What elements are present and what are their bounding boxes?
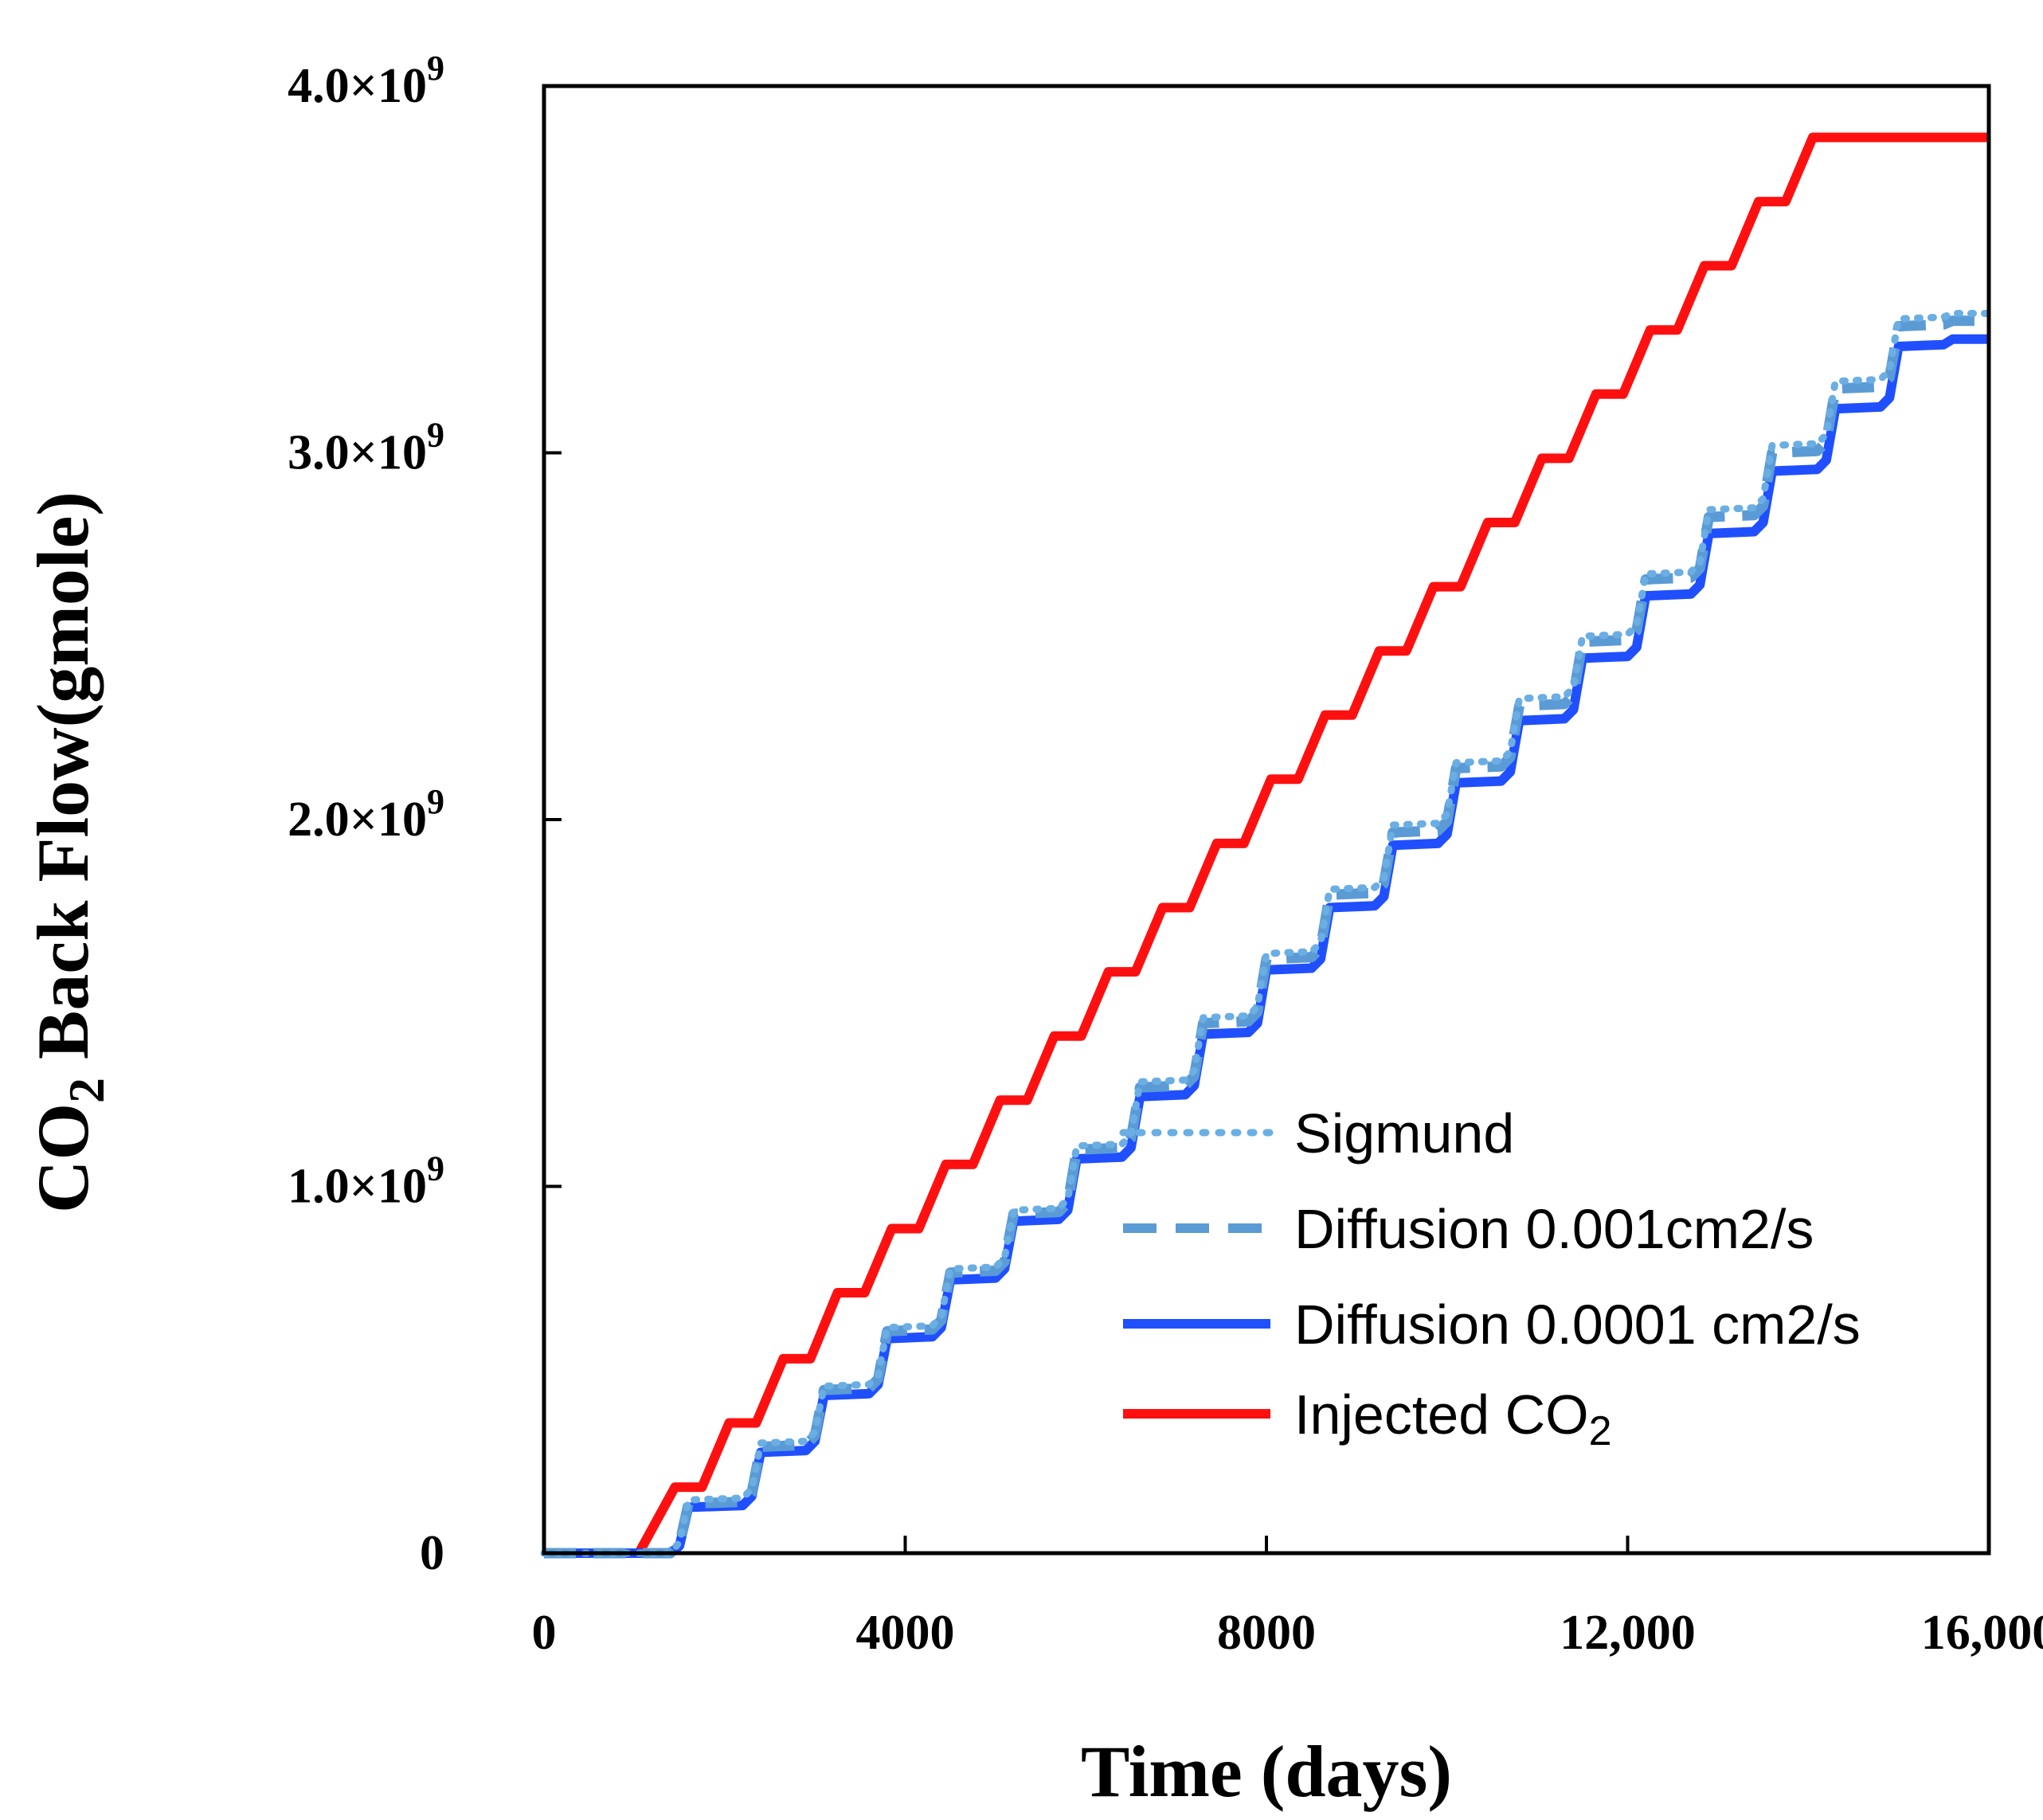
x-tick-label: 0	[532, 1606, 557, 1660]
y-tick-label: 1.0×109	[288, 1149, 444, 1214]
x-tick-label: 16,000	[1921, 1606, 2043, 1660]
x-tick-label: 12,000	[1560, 1606, 1696, 1660]
y-axis-title-suffix: Back Flow(gmole)	[22, 491, 104, 1078]
y-tick-label: 2.0×109	[288, 782, 444, 847]
legend-label-injected-subscript: 2	[1589, 1408, 1612, 1454]
legend-label-injected-co2: Injected CO2	[1294, 1384, 1612, 1454]
series-line-1	[544, 315, 1989, 1559]
legend-label-sigmund: Sigmund	[1294, 1102, 1514, 1164]
y-axis-title-prefix: CO	[22, 1103, 104, 1213]
x-tick-label: 8000	[1217, 1606, 1316, 1660]
series-line-3	[544, 132, 1989, 1558]
x-tick-label: 4000	[856, 1606, 955, 1660]
axis-ticks: 0 4000 8000 12,000 16,000 0 1.0×109 2.0×109 3.0×…	[288, 49, 2043, 1660]
y-tick-label: 0	[420, 1526, 444, 1580]
legend-label-injected-prefix: Injected CO	[1294, 1384, 1589, 1446]
plot-frame	[542, 84, 1991, 1556]
y-tick-label: 3.0×109	[288, 416, 444, 480]
series-line-0	[540, 310, 1993, 1557]
x-axis-title: Time (days)	[1081, 1731, 1452, 1812]
data-series	[540, 132, 1993, 1559]
legend-label-diffusion-00001: Diffusion 0.0001 cm2/s	[1294, 1294, 1861, 1356]
legend-label-diffusion-0001: Diffusion 0.001cm2/s	[1294, 1198, 1814, 1260]
y-axis-title: CO2 Back Flow(gmole)	[22, 491, 115, 1213]
series-line-2	[544, 334, 1989, 1558]
y-tick-label: 4.0×109	[288, 49, 444, 113]
legend: Sigmund Diffusion 0.001cm2/s Diffusion 0…	[1119, 1102, 1861, 1454]
y-axis-title-subscript: 2	[58, 1078, 115, 1103]
